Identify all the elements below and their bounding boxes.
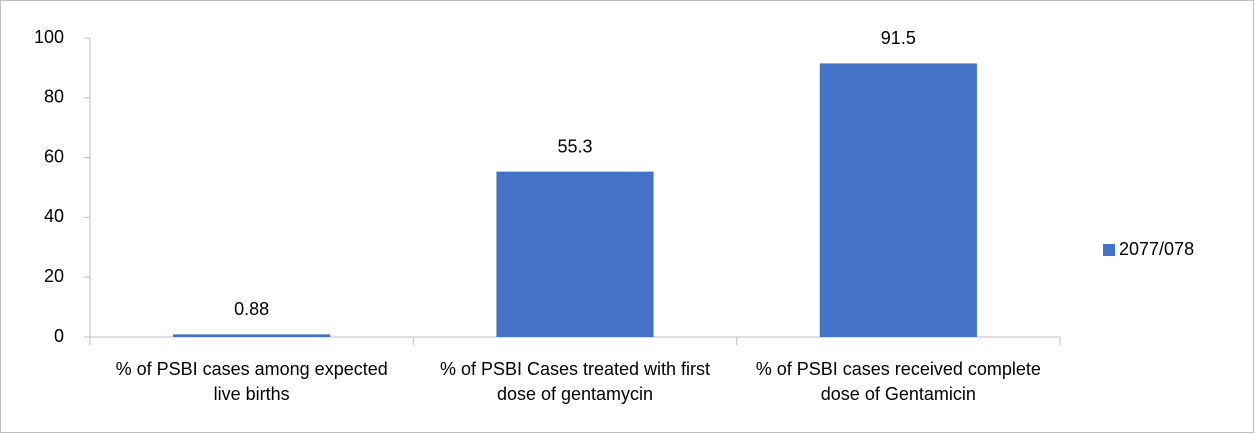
bar xyxy=(173,334,331,337)
data-label: 55.3 xyxy=(557,136,592,156)
bar xyxy=(819,63,977,337)
data-label: 91.5 xyxy=(881,28,916,48)
y-tick-label: 40 xyxy=(44,206,64,226)
bar xyxy=(496,171,654,337)
x-tick-label: % of PSBI Cases treated with first dose … xyxy=(439,359,711,404)
x-tick-label: % of PSBI cases among expected live birt… xyxy=(115,359,388,404)
y-tick-label: 20 xyxy=(44,266,64,286)
y-tick-label: 60 xyxy=(44,146,64,166)
y-tick-label: 100 xyxy=(34,27,64,47)
legend-label: 2077/078 xyxy=(1119,239,1194,259)
data-label: 0.88 xyxy=(234,299,269,319)
x-tick-label: % of PSBI cases received complete dose o… xyxy=(755,359,1041,404)
y-tick-label: 0 xyxy=(54,326,64,346)
legend-swatch xyxy=(1103,244,1115,256)
y-tick-label: 80 xyxy=(44,87,64,107)
